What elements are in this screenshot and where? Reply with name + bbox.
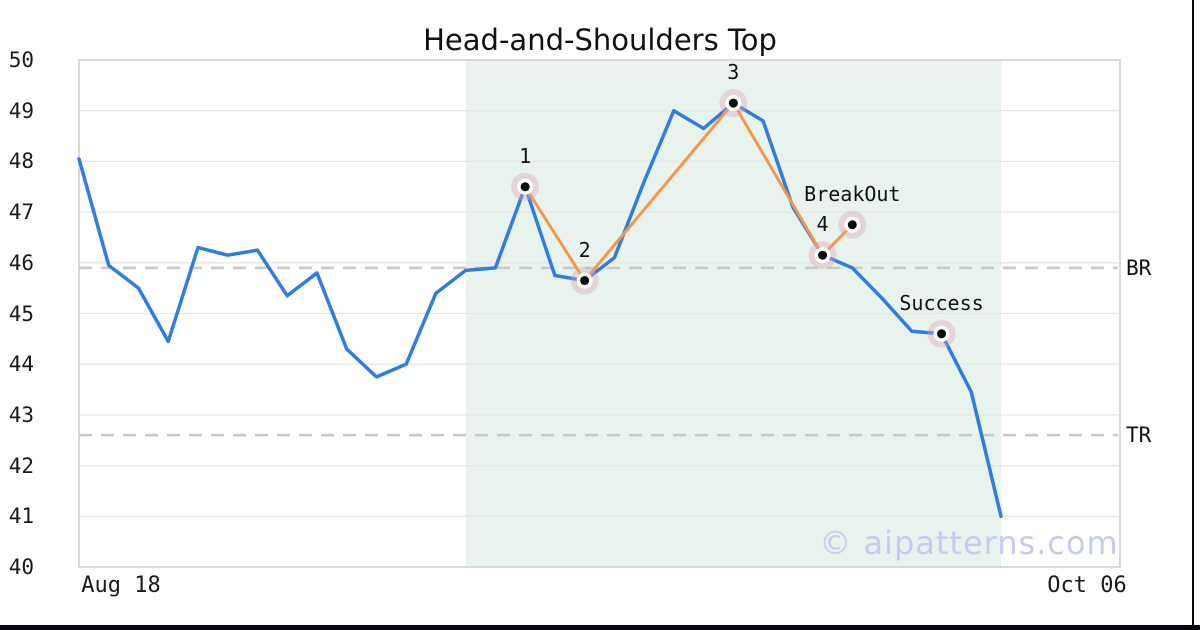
x-tick-label-start: Aug 18 (81, 573, 161, 598)
y-tick-label-46: 46 (8, 250, 34, 275)
pattern-marker-3 (719, 89, 748, 118)
pattern-label-BreakOut: BreakOut (804, 181, 901, 206)
y-tick-label-43: 43 (8, 402, 34, 427)
breakout-level-label: BR (1126, 255, 1152, 280)
right-edge-line (1192, 0, 1194, 630)
pattern-label-4: 4 (816, 212, 829, 237)
pattern-marker-BreakOut (838, 210, 867, 239)
y-tick-label-42: 42 (8, 453, 34, 478)
y-tick-label-40: 40 (8, 555, 34, 579)
bottom-edge-bar (0, 625, 1200, 630)
pattern-label-1: 1 (519, 143, 532, 168)
plot-border (78, 59, 1121, 568)
pattern-label-Success: Success (899, 290, 984, 315)
price-line (77, 101, 1003, 519)
chart-title: Head-and-Shoulders Top (423, 23, 777, 57)
y-tick-label-45: 45 (8, 301, 34, 326)
pattern-marker-4 (808, 241, 837, 270)
pattern-label-2: 2 (578, 237, 591, 262)
y-tick-label-50: 50 (8, 48, 34, 72)
watermark: © aipatterns.com (819, 524, 1119, 562)
target-level-label: TR (1126, 423, 1152, 448)
pattern-marker-1 (511, 172, 540, 201)
x-tick-label-end: Oct 06 (1047, 573, 1127, 598)
y-tick-label-48: 48 (8, 149, 34, 174)
pattern-marker-Success (927, 319, 956, 348)
y-tick-label-41: 41 (8, 504, 34, 529)
y-tick-label-49: 49 (8, 98, 34, 123)
y-tick-label-44: 44 (8, 352, 34, 377)
pattern-label-3: 3 (727, 60, 740, 85)
y-tick-label-47: 47 (8, 200, 34, 225)
pattern-marker-2 (570, 266, 599, 295)
